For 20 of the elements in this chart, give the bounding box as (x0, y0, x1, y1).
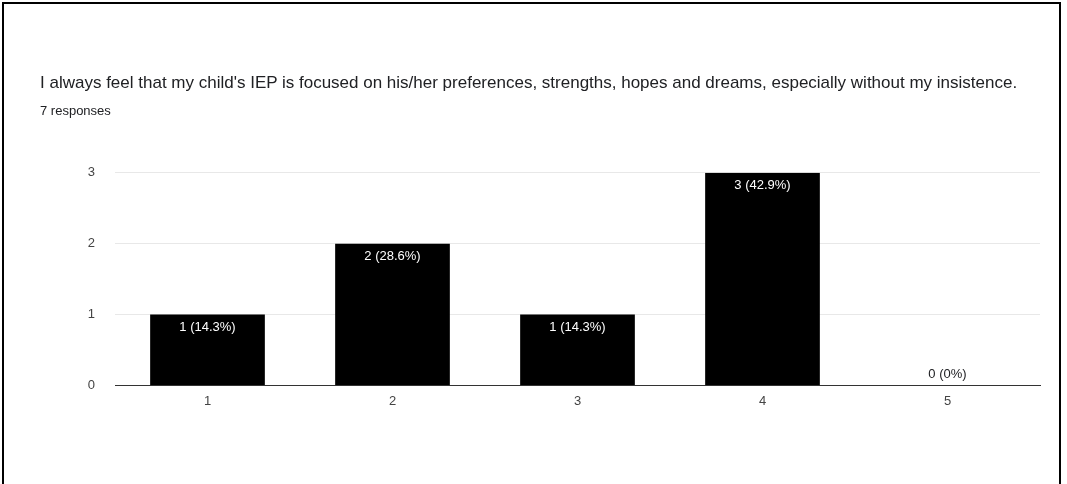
x-tick-label: 1 (203, 392, 212, 408)
bar (150, 314, 265, 385)
y-tick-label: 0 (87, 376, 95, 392)
data-label: 0 (0%) (928, 366, 967, 382)
y-tick-label: 1 (87, 306, 95, 322)
data-label: 1 (14.3%) (549, 318, 606, 334)
x-tick-label: 4 (758, 392, 767, 408)
y-tick-label: 3 (87, 164, 95, 180)
x-tick-label: 3 (573, 392, 582, 408)
bar (705, 172, 820, 385)
bar (520, 314, 635, 385)
data-label: 3 (42.9%) (734, 176, 791, 192)
chart-title: I always feel that my child's IEP is focused on his/her preferences, strengths, hopes and dreams, especially without my insistence. (40, 72, 1019, 94)
x-tick-label: 5 (943, 392, 952, 408)
chart-subtitle: 7 responses (40, 103, 111, 118)
x-tick-label: 2 (388, 392, 397, 408)
data-label: 1 (14.3%) (179, 318, 236, 334)
bar (335, 243, 450, 385)
y-tick-label: 2 (87, 235, 95, 251)
data-label: 2 (28.6%) (364, 247, 421, 263)
